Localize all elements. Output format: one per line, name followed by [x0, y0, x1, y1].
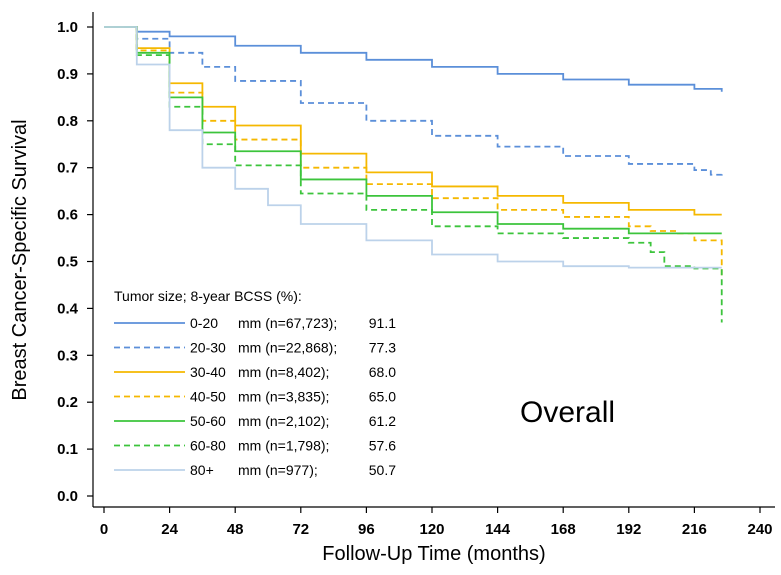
legend: Tumor size; 8-year BCSS (%): 0-20 mm (n=6… [114, 288, 396, 478]
legend-size: 30-40 [190, 364, 226, 380]
series-line-4 [104, 26, 723, 278]
y-tick-label: 1.0 [57, 19, 78, 36]
x-tick-label: 0 [100, 521, 108, 538]
legend-bcss: 65.0 [369, 389, 396, 405]
legend-bcss: 61.2 [369, 413, 396, 429]
legend-size: 20-30 [190, 340, 226, 356]
x-ticks: 0 24 48 72 96 120 144 168 192 216 240 [100, 507, 773, 538]
series-line-7 [104, 26, 722, 269]
y-tick-label: 0.1 [57, 441, 78, 458]
legend-bcss: 50.7 [369, 462, 396, 478]
legend-size: 0-20 [190, 315, 218, 331]
legend-bcss: 68.0 [369, 364, 396, 380]
legend-count: mm (n=22,868); [238, 340, 337, 356]
y-tick-label: 0.6 [57, 207, 78, 224]
x-tick-label: 144 [485, 521, 511, 538]
legend-bcss: 77.3 [369, 340, 396, 356]
x-tick-label: 120 [419, 521, 444, 538]
overall-label: Overall [520, 396, 615, 429]
y-tick-label: 0.8 [57, 113, 78, 130]
y-tick-label: 0.0 [57, 488, 78, 505]
y-tick-label: 0.2 [57, 394, 78, 411]
x-tick-label: 192 [616, 521, 641, 538]
y-tick-label: 0.5 [57, 254, 78, 271]
y-tick-label: 0.7 [57, 160, 78, 177]
series-line-1 [104, 26, 723, 92]
y-axis-title: Breast Cancer-Specific Survival [9, 119, 31, 400]
legend-count: mm (n=977); [238, 462, 318, 478]
series-line-2 [104, 26, 723, 176]
legend-count: mm (n=3,835); [238, 389, 329, 405]
x-tick-label: 240 [747, 521, 772, 538]
x-tick-label: 168 [551, 521, 576, 538]
legend-count: mm (n=8,402); [238, 364, 329, 380]
legend-title: Tumor size; 8-year BCSS (%): [114, 288, 302, 304]
series-lines [104, 26, 723, 323]
legend-bcss: 57.6 [369, 438, 396, 454]
x-axis-title: Follow-Up Time (months) [322, 543, 545, 565]
y-tick-label: 0.3 [57, 347, 78, 364]
y-tick-label: 0.9 [57, 66, 78, 83]
y-tick-label: 0.4 [57, 300, 79, 317]
axes [92, 12, 775, 508]
series-line-6 [104, 26, 723, 323]
legend-size: 80+ [190, 462, 214, 478]
legend-entries: 0-20 mm (n=67,723); 91.1 20-30 mm (n=22,868)… [114, 315, 396, 478]
y-ticks: 0.0 0.1 0.2 0.3 0.4 0.5 0.6 0.7 0.8 0.9 1.0 [57, 19, 93, 505]
legend-count: mm (n=67,723); [238, 315, 337, 331]
x-tick-label: 72 [292, 521, 309, 538]
legend-count: mm (n=2,102); [238, 413, 329, 429]
legend-size: 60-80 [190, 438, 226, 454]
legend-count: mm (n=1,798); [238, 438, 329, 454]
legend-size: 50-60 [190, 413, 226, 429]
x-tick-label: 24 [161, 521, 178, 538]
x-tick-label: 96 [358, 521, 375, 538]
legend-bcss: 91.1 [369, 315, 396, 331]
x-tick-label: 48 [227, 521, 244, 538]
legend-size: 40-50 [190, 389, 226, 405]
x-tick-label: 216 [682, 521, 707, 538]
